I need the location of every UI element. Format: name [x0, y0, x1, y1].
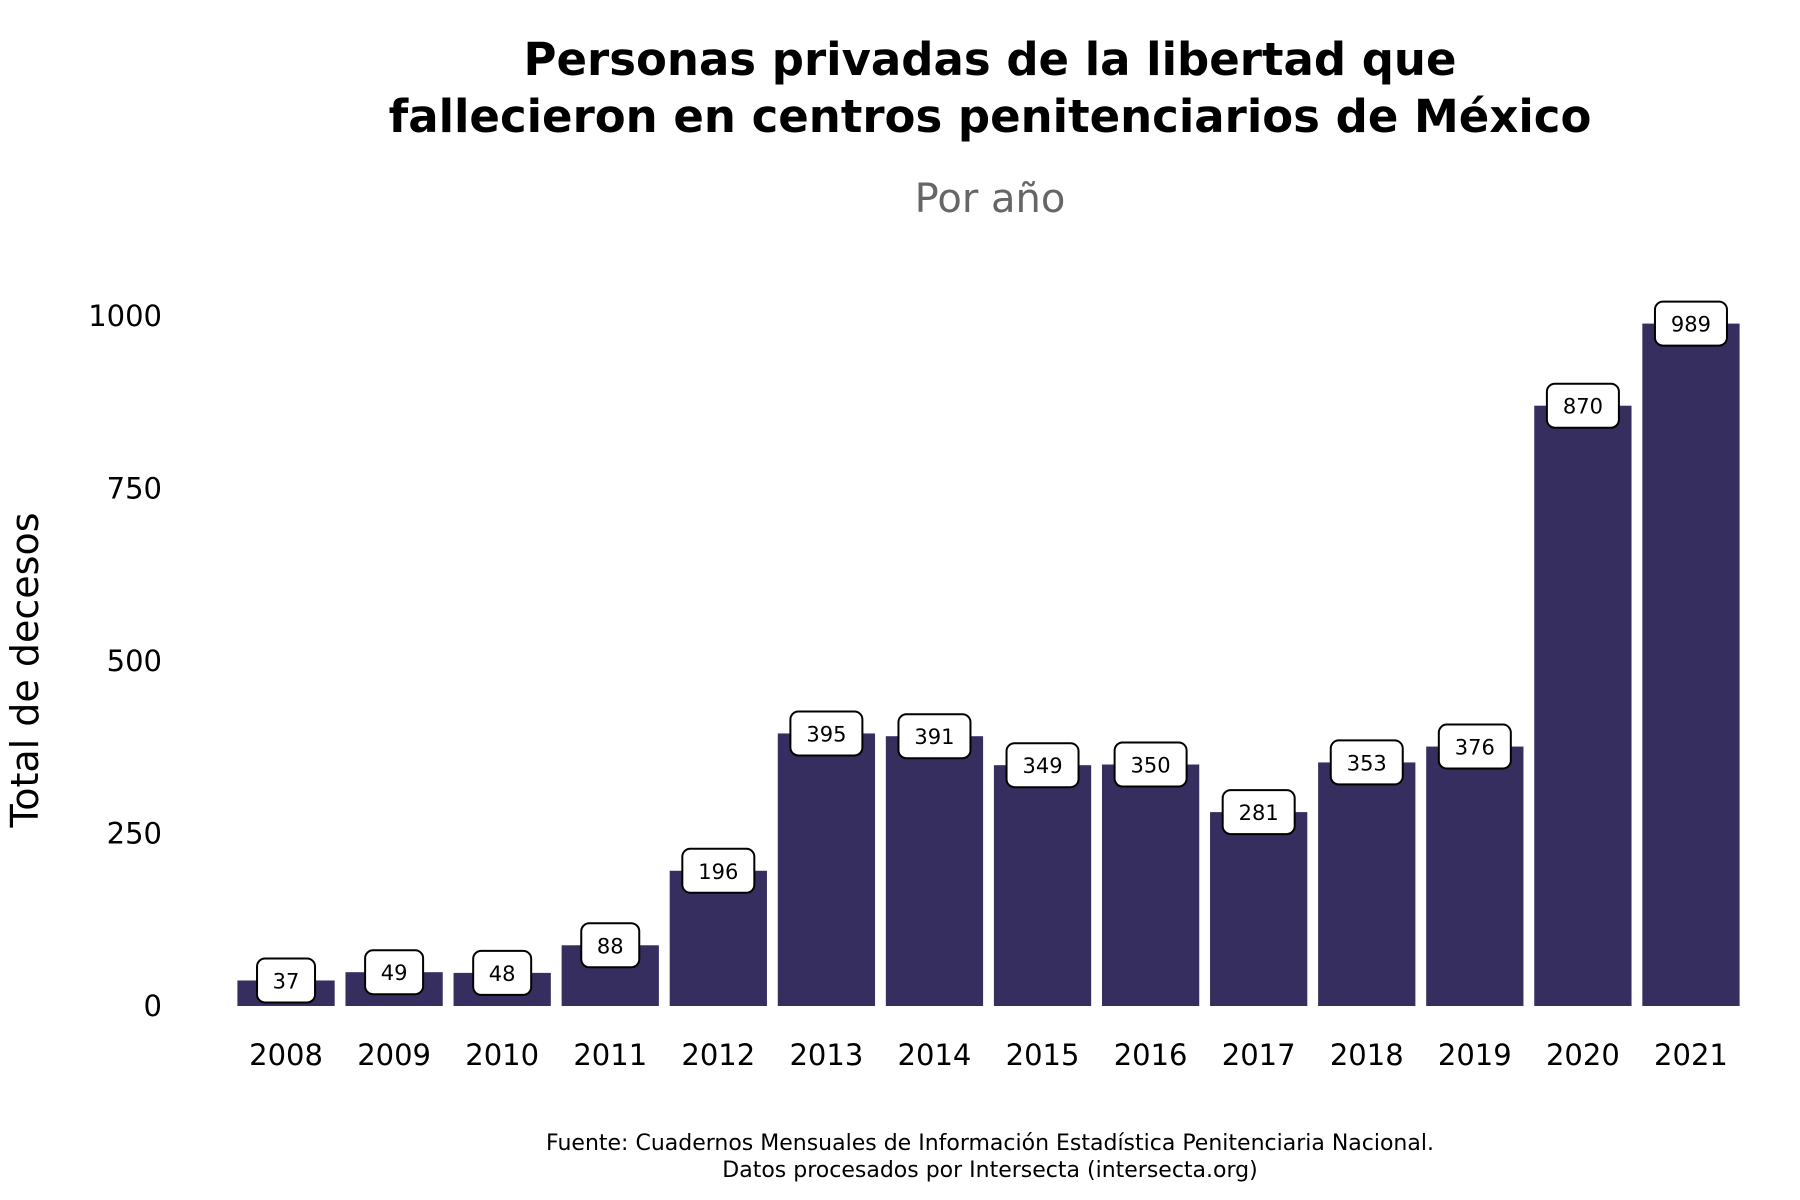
data-label-box — [256, 957, 317, 1004]
data-label-box — [1221, 789, 1296, 836]
data-label: 395 — [789, 710, 864, 757]
data-label-box — [789, 710, 864, 757]
data-label-box — [1005, 742, 1080, 789]
data-label-text: 376 — [1455, 736, 1495, 760]
data-label-text: 196 — [698, 860, 738, 884]
x-tick-label: 2020 — [1546, 1038, 1620, 1072]
data-label-text: 37 — [273, 969, 300, 993]
data-label: 989 — [1653, 300, 1728, 347]
y-tick-label: 1000 — [88, 299, 162, 333]
data-label: 353 — [1329, 739, 1404, 786]
y-axis-label: Total de decesos — [3, 512, 47, 828]
x-tick-label: 2012 — [681, 1038, 755, 1072]
y-tick-label: 0 — [144, 989, 162, 1023]
data-label: 349 — [1005, 742, 1080, 789]
data-label-box — [1437, 723, 1512, 770]
x-tick-label: 2018 — [1330, 1038, 1404, 1072]
data-label-text: 870 — [1563, 395, 1603, 419]
y-axis-ticks: 0 250 500 750 1000 — [88, 299, 162, 1023]
y-tick-label: 250 — [107, 817, 162, 851]
x-tick-label: 2009 — [357, 1038, 431, 1072]
bar — [1642, 323, 1740, 1007]
x-tick-label: 2011 — [573, 1038, 647, 1072]
x-axis-ticks: 2008 2009 2010 2011 2012 2013 2014 2015 2016 2017… — [249, 1038, 1728, 1072]
data-label-text: 349 — [1022, 754, 1062, 778]
data-label: 48 — [472, 949, 533, 996]
data-label: 391 — [897, 713, 972, 760]
data-label: 37 — [256, 957, 317, 1004]
bar — [1210, 812, 1308, 1006]
chart-title-line-2: fallecieron en centros penitenciarios de… — [389, 90, 1592, 143]
data-label-box — [681, 847, 756, 894]
data-label-box — [1545, 382, 1620, 429]
data-label: 196 — [681, 847, 756, 894]
data-label-box — [1329, 739, 1404, 786]
data-label-text: 88 — [597, 934, 624, 958]
data-label-box — [897, 713, 972, 760]
y-tick-label: 500 — [107, 644, 162, 678]
source-caption-line-2: Datos procesados por Intersecta (interse… — [722, 1158, 1257, 1183]
x-tick-label: 2021 — [1654, 1038, 1728, 1072]
data-label: 350 — [1113, 741, 1188, 788]
data-label-box — [580, 922, 641, 969]
data-label-text: 989 — [1671, 313, 1711, 337]
x-tick-label: 2019 — [1438, 1038, 1512, 1072]
data-label-text: 281 — [1239, 801, 1279, 825]
bar — [885, 736, 984, 1006]
data-label-text: 353 — [1347, 751, 1387, 775]
source-caption-line-1: Fuente: Cuadernos Mensuales de Informaci… — [546, 1131, 1434, 1156]
bars-group — [237, 323, 1740, 1007]
data-label-text: 350 — [1131, 754, 1171, 778]
data-label-text: 391 — [914, 725, 954, 749]
data-label: 88 — [580, 922, 641, 969]
bar — [777, 733, 876, 1006]
x-tick-label: 2008 — [249, 1038, 323, 1072]
data-label-box — [1653, 300, 1728, 347]
y-tick-label: 750 — [107, 472, 162, 506]
x-tick-label: 2013 — [789, 1038, 863, 1072]
chart-subtitle: Por año — [915, 176, 1066, 222]
bar — [1426, 746, 1524, 1006]
data-label: 376 — [1437, 723, 1512, 770]
data-label: 281 — [1221, 789, 1296, 836]
x-tick-label: 2015 — [1006, 1038, 1080, 1072]
x-tick-label: 2016 — [1114, 1038, 1188, 1072]
data-label-box — [364, 949, 425, 996]
data-labels-group: 37 49 48 88 196 395 391 349 350 281 353 376 870 989 — [256, 300, 1728, 1004]
bar — [993, 765, 1092, 1006]
data-label-box — [1113, 741, 1188, 788]
data-label-text: 395 — [806, 722, 846, 746]
x-tick-label: 2017 — [1222, 1038, 1296, 1072]
bar — [1318, 762, 1416, 1006]
x-tick-label: 2010 — [465, 1038, 539, 1072]
data-label-box — [472, 949, 533, 996]
data-label-text: 48 — [489, 962, 516, 986]
chart-title-line-1: Personas privadas de la libertad que — [524, 33, 1457, 86]
data-label: 49 — [364, 949, 425, 996]
x-tick-label: 2014 — [898, 1038, 972, 1072]
data-label-text: 49 — [381, 961, 408, 985]
bar — [1534, 405, 1632, 1006]
bar — [1101, 764, 1200, 1006]
data-label: 870 — [1545, 382, 1620, 429]
